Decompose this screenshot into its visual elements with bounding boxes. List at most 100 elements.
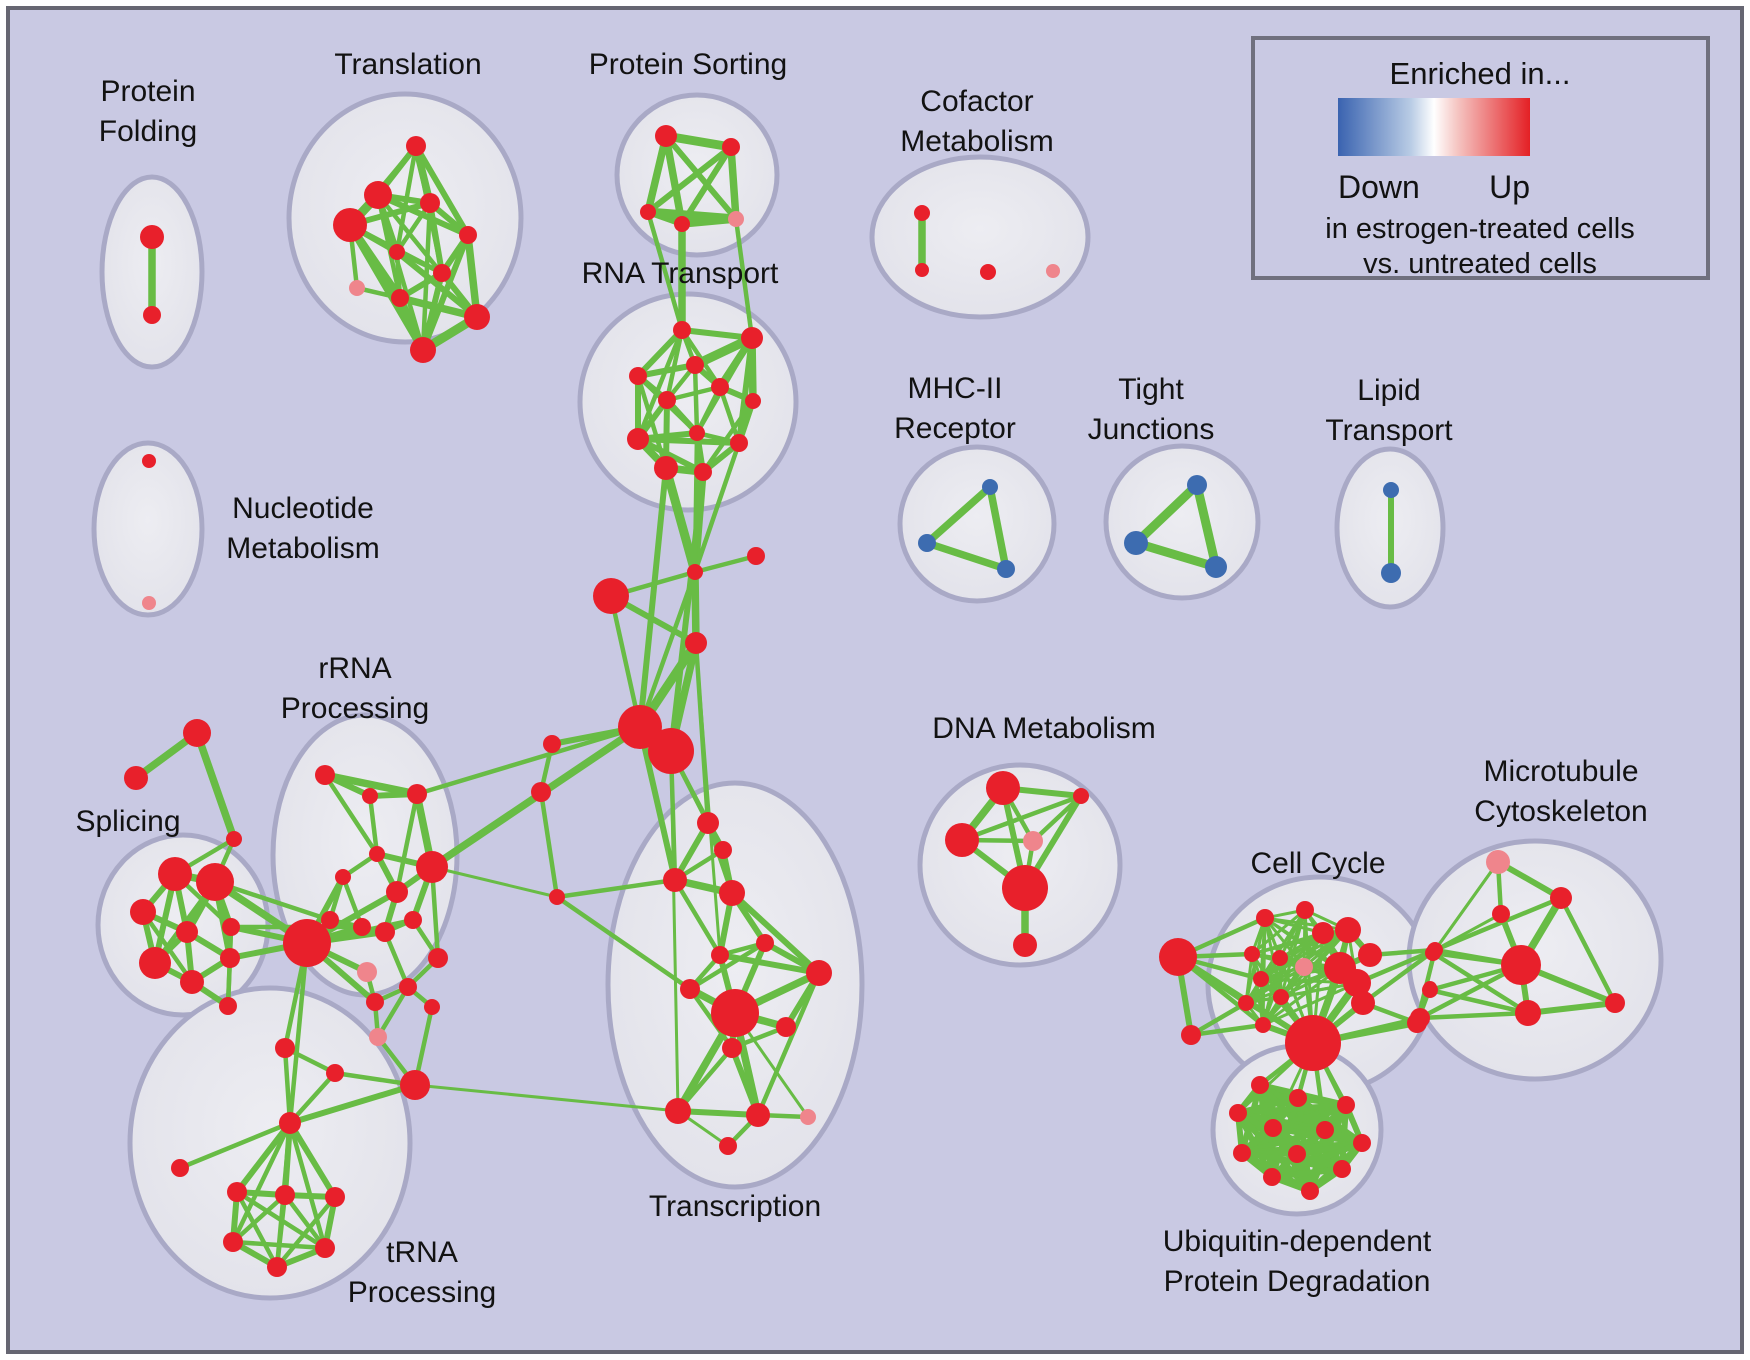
gene-set-node-129[interactable] [1501, 945, 1541, 985]
gene-set-node-92[interactable] [711, 989, 759, 1037]
gene-set-node-105[interactable] [1159, 938, 1197, 976]
gene-set-node-25[interactable] [629, 367, 647, 385]
gene-set-node-150[interactable] [1187, 475, 1207, 495]
gene-set-node-136[interactable] [1289, 1089, 1307, 1107]
gene-set-node-90[interactable] [806, 960, 832, 986]
gene-set-node-121[interactable] [1351, 991, 1375, 1015]
gene-set-node-47[interactable] [130, 899, 156, 925]
gene-set-node-138[interactable] [1229, 1104, 1247, 1122]
gene-set-node-100[interactable] [1073, 788, 1089, 804]
gene-set-node-95[interactable] [665, 1098, 691, 1124]
gene-set-node-140[interactable] [1316, 1121, 1334, 1139]
gene-set-node-72[interactable] [400, 1070, 430, 1100]
gene-set-node-86[interactable] [719, 880, 745, 906]
gene-set-node-38[interactable] [618, 705, 662, 749]
gene-set-node-77[interactable] [227, 1182, 247, 1202]
gene-set-node-28[interactable] [745, 393, 761, 409]
gene-set-node-81[interactable] [315, 1238, 335, 1258]
gene-set-node-91[interactable] [680, 979, 700, 999]
gene-set-node-75[interactable] [279, 1112, 301, 1134]
gene-set-node-30[interactable] [627, 428, 649, 450]
gene-set-node-79[interactable] [325, 1187, 345, 1207]
gene-set-node-4[interactable] [420, 193, 440, 213]
gene-set-node-112[interactable] [1335, 917, 1361, 943]
gene-set-node-141[interactable] [1353, 1134, 1371, 1152]
gene-set-node-142[interactable] [1233, 1144, 1251, 1162]
gene-set-node-6[interactable] [459, 226, 477, 244]
gene-set-node-110[interactable] [1272, 950, 1288, 966]
gene-set-node-63[interactable] [375, 922, 395, 942]
gene-set-node-64[interactable] [404, 911, 422, 929]
gene-set-node-88[interactable] [711, 946, 729, 964]
gene-set-node-103[interactable] [1002, 865, 1048, 911]
gene-set-node-122[interactable] [1285, 1015, 1341, 1071]
gene-set-node-19[interactable] [741, 327, 763, 349]
gene-set-node-27[interactable] [658, 391, 676, 409]
gene-set-node-116[interactable] [1273, 989, 1289, 1005]
gene-set-node-43[interactable] [124, 766, 148, 790]
gene-set-node-69[interactable] [399, 978, 417, 996]
gene-set-node-130[interactable] [1425, 945, 1441, 961]
gene-set-node-13[interactable] [655, 125, 677, 147]
gene-set-node-115[interactable] [1238, 995, 1254, 1011]
gene-set-node-73[interactable] [326, 1064, 344, 1082]
gene-set-node-99[interactable] [986, 771, 1020, 805]
gene-set-node-11[interactable] [464, 304, 490, 330]
gene-set-node-131[interactable] [1422, 982, 1438, 998]
gene-set-node-49[interactable] [222, 918, 240, 936]
gene-set-node-152[interactable] [1205, 556, 1227, 578]
gene-set-node-58[interactable] [335, 869, 351, 885]
gene-set-node-42[interactable] [183, 719, 211, 747]
gene-set-node-76[interactable] [171, 1159, 189, 1177]
gene-set-node-39[interactable] [648, 728, 694, 774]
gene-set-node-114[interactable] [1253, 971, 1269, 987]
gene-set-node-55[interactable] [362, 788, 378, 804]
gene-set-node-89[interactable] [756, 934, 774, 952]
gene-set-node-22[interactable] [980, 264, 996, 280]
gene-set-node-133[interactable] [1515, 1000, 1541, 1026]
gene-set-node-104[interactable] [1013, 933, 1037, 957]
gene-set-node-0[interactable] [140, 225, 164, 249]
gene-set-node-70[interactable] [424, 999, 440, 1015]
gene-set-node-10[interactable] [391, 289, 409, 307]
gene-set-node-119[interactable] [1358, 943, 1382, 967]
gene-set-node-40[interactable] [543, 735, 561, 753]
gene-set-node-26[interactable] [711, 378, 729, 396]
gene-set-node-60[interactable] [416, 851, 448, 883]
gene-set-node-20[interactable] [914, 205, 930, 221]
gene-set-node-53[interactable] [220, 948, 240, 968]
gene-set-node-29[interactable] [689, 425, 705, 441]
gene-set-node-3[interactable] [364, 181, 392, 209]
gene-set-node-84[interactable] [714, 841, 732, 859]
gene-set-node-34[interactable] [687, 564, 703, 580]
gene-set-node-36[interactable] [593, 578, 629, 614]
gene-set-node-66[interactable] [357, 962, 377, 982]
gene-set-node-83[interactable] [697, 812, 719, 834]
gene-set-node-108[interactable] [1296, 901, 1314, 919]
gene-set-node-12[interactable] [410, 337, 436, 363]
gene-set-node-5[interactable] [333, 208, 367, 242]
gene-set-node-35[interactable] [747, 547, 765, 565]
gene-set-node-126[interactable] [1486, 850, 1510, 874]
gene-set-node-147[interactable] [982, 479, 998, 495]
gene-set-node-106[interactable] [1181, 1025, 1201, 1045]
gene-set-node-54[interactable] [315, 765, 335, 785]
gene-set-node-65[interactable] [283, 919, 331, 967]
gene-set-node-48[interactable] [176, 921, 198, 943]
gene-set-node-57[interactable] [369, 846, 385, 862]
gene-set-node-137[interactable] [1337, 1096, 1355, 1114]
gene-set-node-7[interactable] [389, 244, 405, 260]
gene-set-node-82[interactable] [267, 1257, 287, 1277]
gene-set-node-135[interactable] [1251, 1076, 1269, 1094]
gene-set-node-98[interactable] [719, 1137, 737, 1155]
gene-set-node-71[interactable] [428, 948, 448, 968]
gene-set-node-107[interactable] [1256, 909, 1274, 927]
gene-set-node-31[interactable] [730, 434, 748, 452]
gene-set-node-2[interactable] [406, 136, 426, 156]
gene-set-node-134[interactable] [1605, 993, 1625, 1013]
gene-set-node-87[interactable] [549, 889, 565, 905]
gene-set-node-61[interactable] [321, 911, 339, 929]
gene-set-node-151[interactable] [1124, 531, 1148, 555]
gene-set-node-127[interactable] [1550, 887, 1572, 909]
gene-set-node-8[interactable] [433, 264, 451, 282]
